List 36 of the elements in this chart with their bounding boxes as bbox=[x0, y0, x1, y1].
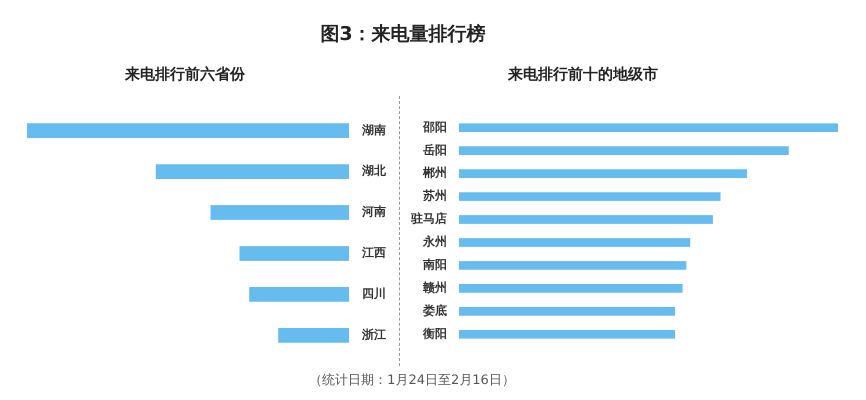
chart-title: 来电排行前十的地级市 bbox=[508, 65, 658, 84]
y-tick-label: 岳阳 bbox=[422, 142, 447, 157]
bar bbox=[249, 287, 349, 302]
y-tick-label: 河南 bbox=[361, 204, 386, 219]
bar bbox=[459, 238, 690, 247]
bar bbox=[459, 192, 721, 201]
y-tick-label: 邵阳 bbox=[422, 120, 447, 134]
y-tick-label: 衡阳 bbox=[422, 326, 447, 340]
bar bbox=[459, 261, 686, 270]
text: 图3：来电量排行榜 bbox=[320, 22, 486, 47]
bar bbox=[459, 146, 789, 156]
bar bbox=[210, 205, 349, 220]
y-tick-label: 苏州 bbox=[422, 188, 447, 203]
bar bbox=[240, 246, 349, 261]
bar bbox=[27, 123, 349, 138]
y-tick-label: 四川 bbox=[362, 286, 386, 301]
y-tick-label: 永州 bbox=[422, 234, 447, 249]
bar bbox=[459, 215, 713, 224]
bar bbox=[459, 307, 676, 316]
y-tick-label: 郴州 bbox=[422, 166, 447, 180]
y-tick-label: 娄底 bbox=[422, 303, 447, 318]
bar bbox=[459, 169, 748, 178]
y-tick-label: 湖南 bbox=[361, 122, 386, 137]
y-tick-label: 湖北 bbox=[361, 164, 387, 178]
bar bbox=[156, 164, 349, 179]
bar bbox=[459, 330, 676, 339]
chart-subtitle: 来电排行前六省份 bbox=[125, 65, 245, 84]
bar bbox=[459, 284, 683, 293]
bar bbox=[278, 328, 349, 343]
y-tick-label: 驻马店 bbox=[410, 212, 447, 226]
y-tick-label: 江西 bbox=[361, 246, 386, 260]
y-tick-label: 赣州 bbox=[422, 280, 447, 295]
text: （统计日期：1月24日至2月16日） bbox=[309, 372, 515, 389]
bar bbox=[459, 123, 838, 132]
y-tick-label: 南阳 bbox=[422, 258, 447, 272]
y-tick-label: 浙江 bbox=[361, 327, 386, 342]
